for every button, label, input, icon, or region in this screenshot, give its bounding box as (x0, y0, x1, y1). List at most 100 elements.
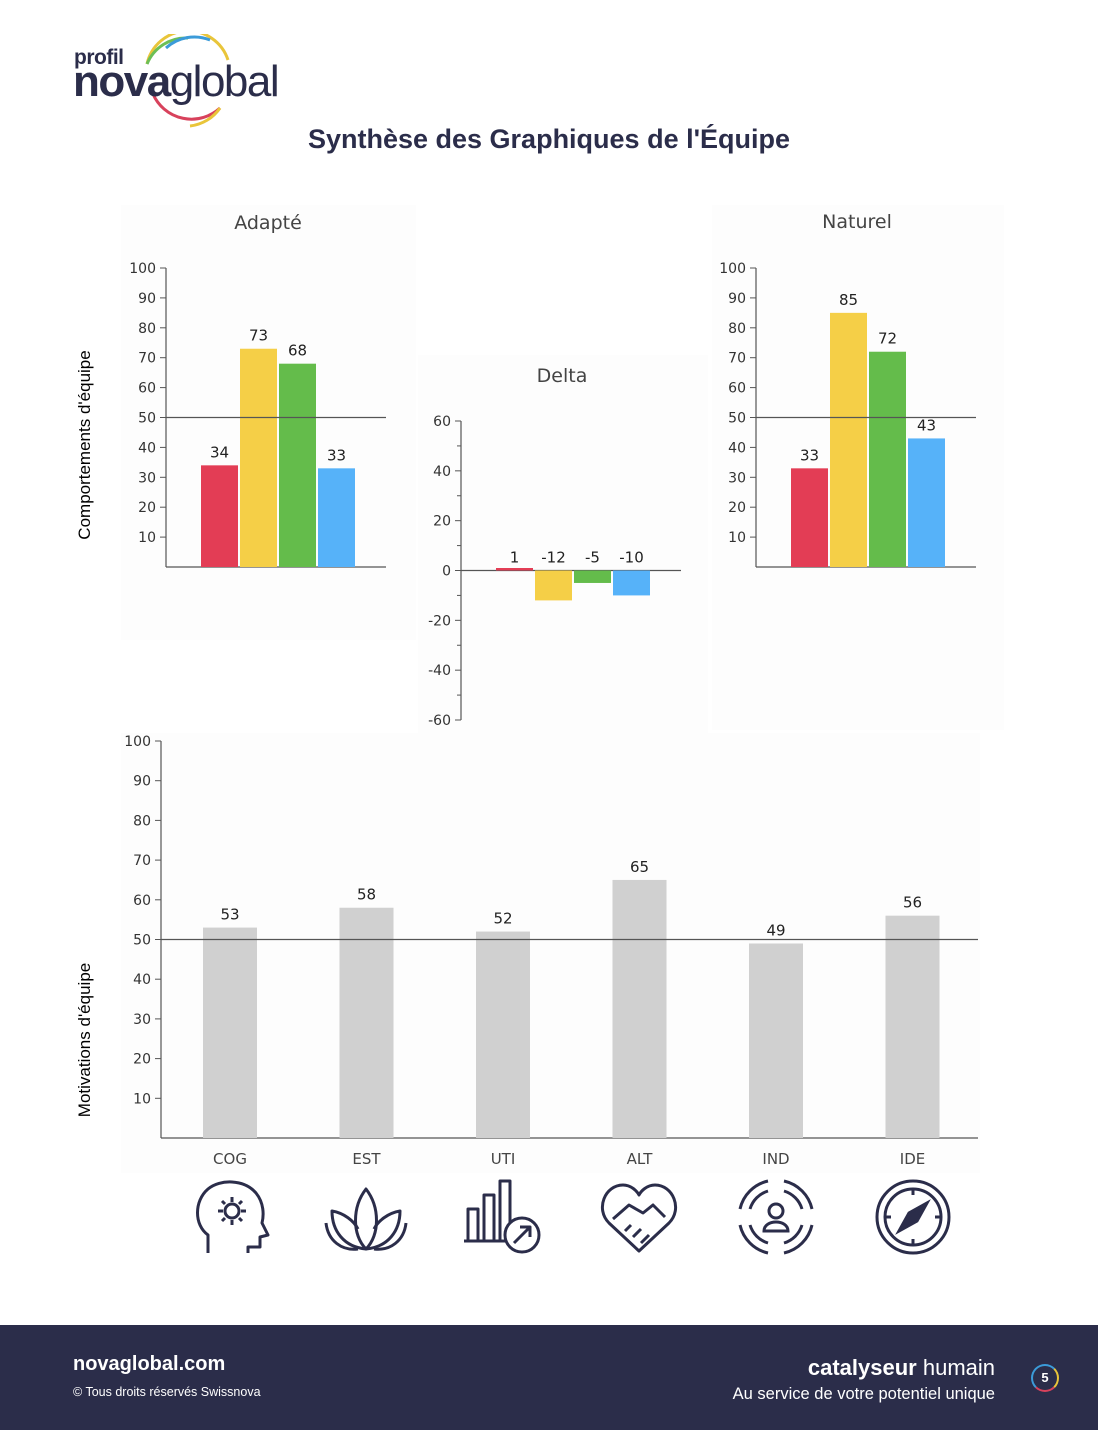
bar-naturel-0 (791, 468, 828, 567)
footer-subtitle: Au service de votre potentiel unique (732, 1385, 995, 1403)
chart-title-adapte: Adapté (234, 212, 302, 234)
data-label-adapte-1: 73 (249, 327, 268, 345)
footer-site-link[interactable]: novaglobal.com (73, 1353, 226, 1375)
bar-naturel-1 (830, 312, 867, 567)
y-tick-label-delta: -40 (428, 663, 451, 679)
data-label-adapte-3: 33 (327, 446, 346, 464)
heart-handshake-icon (601, 1183, 677, 1253)
bar-adapte-1 (240, 348, 277, 567)
bar-motivations-4 (749, 943, 803, 1138)
bar-naturel-2 (869, 351, 906, 567)
bar-delta-2 (574, 570, 611, 583)
footer-copyright: © Tous droits réservés Swissnova (73, 1385, 261, 1399)
data-label-naturel-0: 33 (800, 446, 819, 464)
y-tick-label-naturel: 70 (728, 351, 746, 367)
bar-adapte-2 (279, 363, 316, 567)
y-tick-label-naturel: 60 (728, 381, 746, 397)
y-tick-label-motivations: 10 (133, 1091, 151, 1107)
data-label-naturel-1: 85 (839, 291, 858, 309)
y-tick-label-motivations: 80 (133, 813, 151, 829)
data-label-delta-1: -12 (541, 549, 566, 567)
data-label-adapte-0: 34 (210, 443, 229, 461)
bar-adapte-0 (201, 465, 238, 567)
novaglobal-logo: profil novaglobal (70, 34, 310, 134)
label-behaviours: Comportements d'équipe (75, 350, 94, 539)
bar-motivations-1 (339, 907, 394, 1138)
head-gear-icon (196, 1180, 270, 1253)
y-tick-label-adapte: 30 (138, 470, 156, 486)
y-tick-label-naturel: 10 (728, 530, 746, 546)
y-tick-label-delta: -60 (428, 713, 451, 729)
y-tick-label-naturel: 40 (728, 440, 746, 456)
data-label-motivations-0: 53 (220, 906, 239, 924)
charts-canvas: Comportements d'équipe Motivations d'équ… (75, 211, 980, 1255)
y-tick-label-delta: 40 (433, 464, 451, 480)
y-tick-label-adapte: 80 (138, 321, 156, 337)
data-label-adapte-2: 68 (288, 342, 307, 360)
footer: novaglobal.com © Tous droits réservés Sw… (0, 1325, 1098, 1430)
data-label-naturel-3: 43 (917, 416, 936, 434)
y-tick-label-naturel: 80 (728, 321, 746, 337)
category-label-ind: IND (762, 1150, 789, 1168)
y-tick-label-delta: 0 (442, 564, 451, 580)
compass-icon (875, 1179, 951, 1255)
bar-motivations-2 (476, 931, 530, 1138)
y-tick-label-motivations: 60 (133, 893, 151, 909)
data-label-motivations-3: 65 (630, 858, 649, 876)
logo-brand: novaglobal (73, 57, 280, 106)
bar-motivations-3 (612, 879, 667, 1138)
y-tick-label-motivations: 50 (133, 933, 151, 949)
bar-naturel-3 (908, 438, 945, 567)
y-tick-label-naturel: 30 (728, 470, 746, 486)
y-tick-label-delta: 60 (433, 414, 451, 430)
data-label-motivations-2: 52 (493, 910, 512, 928)
category-label-cog: COG (213, 1150, 247, 1168)
category-label-est: EST (352, 1150, 381, 1168)
y-tick-label-naturel: 20 (728, 500, 746, 516)
y-tick-label-adapte: 40 (138, 440, 156, 456)
y-tick-label-motivations: 30 (133, 1012, 151, 1028)
y-tick-label-motivations: 20 (133, 1052, 151, 1068)
data-label-motivations-1: 58 (357, 886, 376, 904)
bar-chart-growth-icon (464, 1179, 541, 1254)
person-target-icon (738, 1179, 814, 1255)
lotus-icon (324, 1187, 408, 1251)
y-tick-label-motivations: 90 (133, 774, 151, 790)
y-tick-label-adapte: 60 (138, 381, 156, 397)
category-label-ide: IDE (900, 1150, 925, 1168)
y-tick-label-motivations: 100 (124, 734, 151, 750)
logo-profil: profil (74, 46, 124, 69)
panel-delta (418, 355, 708, 735)
bar-delta-1 (535, 570, 572, 601)
category-label-alt: ALT (627, 1150, 654, 1168)
y-tick-label-naturel: 100 (719, 261, 746, 277)
page-number: 5 (1031, 1364, 1059, 1392)
data-label-delta-3: -10 (619, 549, 644, 567)
logo-ring (145, 34, 230, 128)
y-tick-label-delta: -20 (428, 613, 451, 629)
y-tick-label-adapte: 50 (138, 411, 156, 427)
y-tick-label-adapte: 20 (138, 500, 156, 516)
bar-adapte-3 (318, 468, 355, 567)
panel-motivations (121, 733, 980, 1173)
bar-delta-3 (613, 570, 650, 596)
data-label-motivations-5: 56 (903, 894, 922, 912)
chart-title-delta: Delta (537, 365, 588, 387)
y-tick-label-adapte: 70 (138, 351, 156, 367)
category-label-uti: UTI (491, 1150, 516, 1168)
data-label-delta-2: -5 (585, 549, 600, 567)
y-tick-label-delta: 20 (433, 514, 451, 530)
chart-title-naturel: Naturel (822, 211, 892, 233)
data-label-naturel-2: 72 (878, 330, 897, 348)
bar-motivations-5 (885, 915, 940, 1138)
y-tick-label-naturel: 50 (728, 411, 746, 427)
y-tick-label-naturel: 90 (728, 291, 746, 307)
y-tick-label-adapte: 90 (138, 291, 156, 307)
y-tick-label-adapte: 100 (129, 261, 156, 277)
bar-delta-0 (496, 568, 533, 571)
label-motivations: Motivations d'équipe (75, 963, 94, 1117)
y-tick-label-motivations: 70 (133, 853, 151, 869)
data-label-motivations-4: 49 (766, 921, 785, 939)
page-title: Synthèse des Graphiques de l'Équipe (307, 124, 791, 154)
y-tick-label-adapte: 10 (138, 530, 156, 546)
